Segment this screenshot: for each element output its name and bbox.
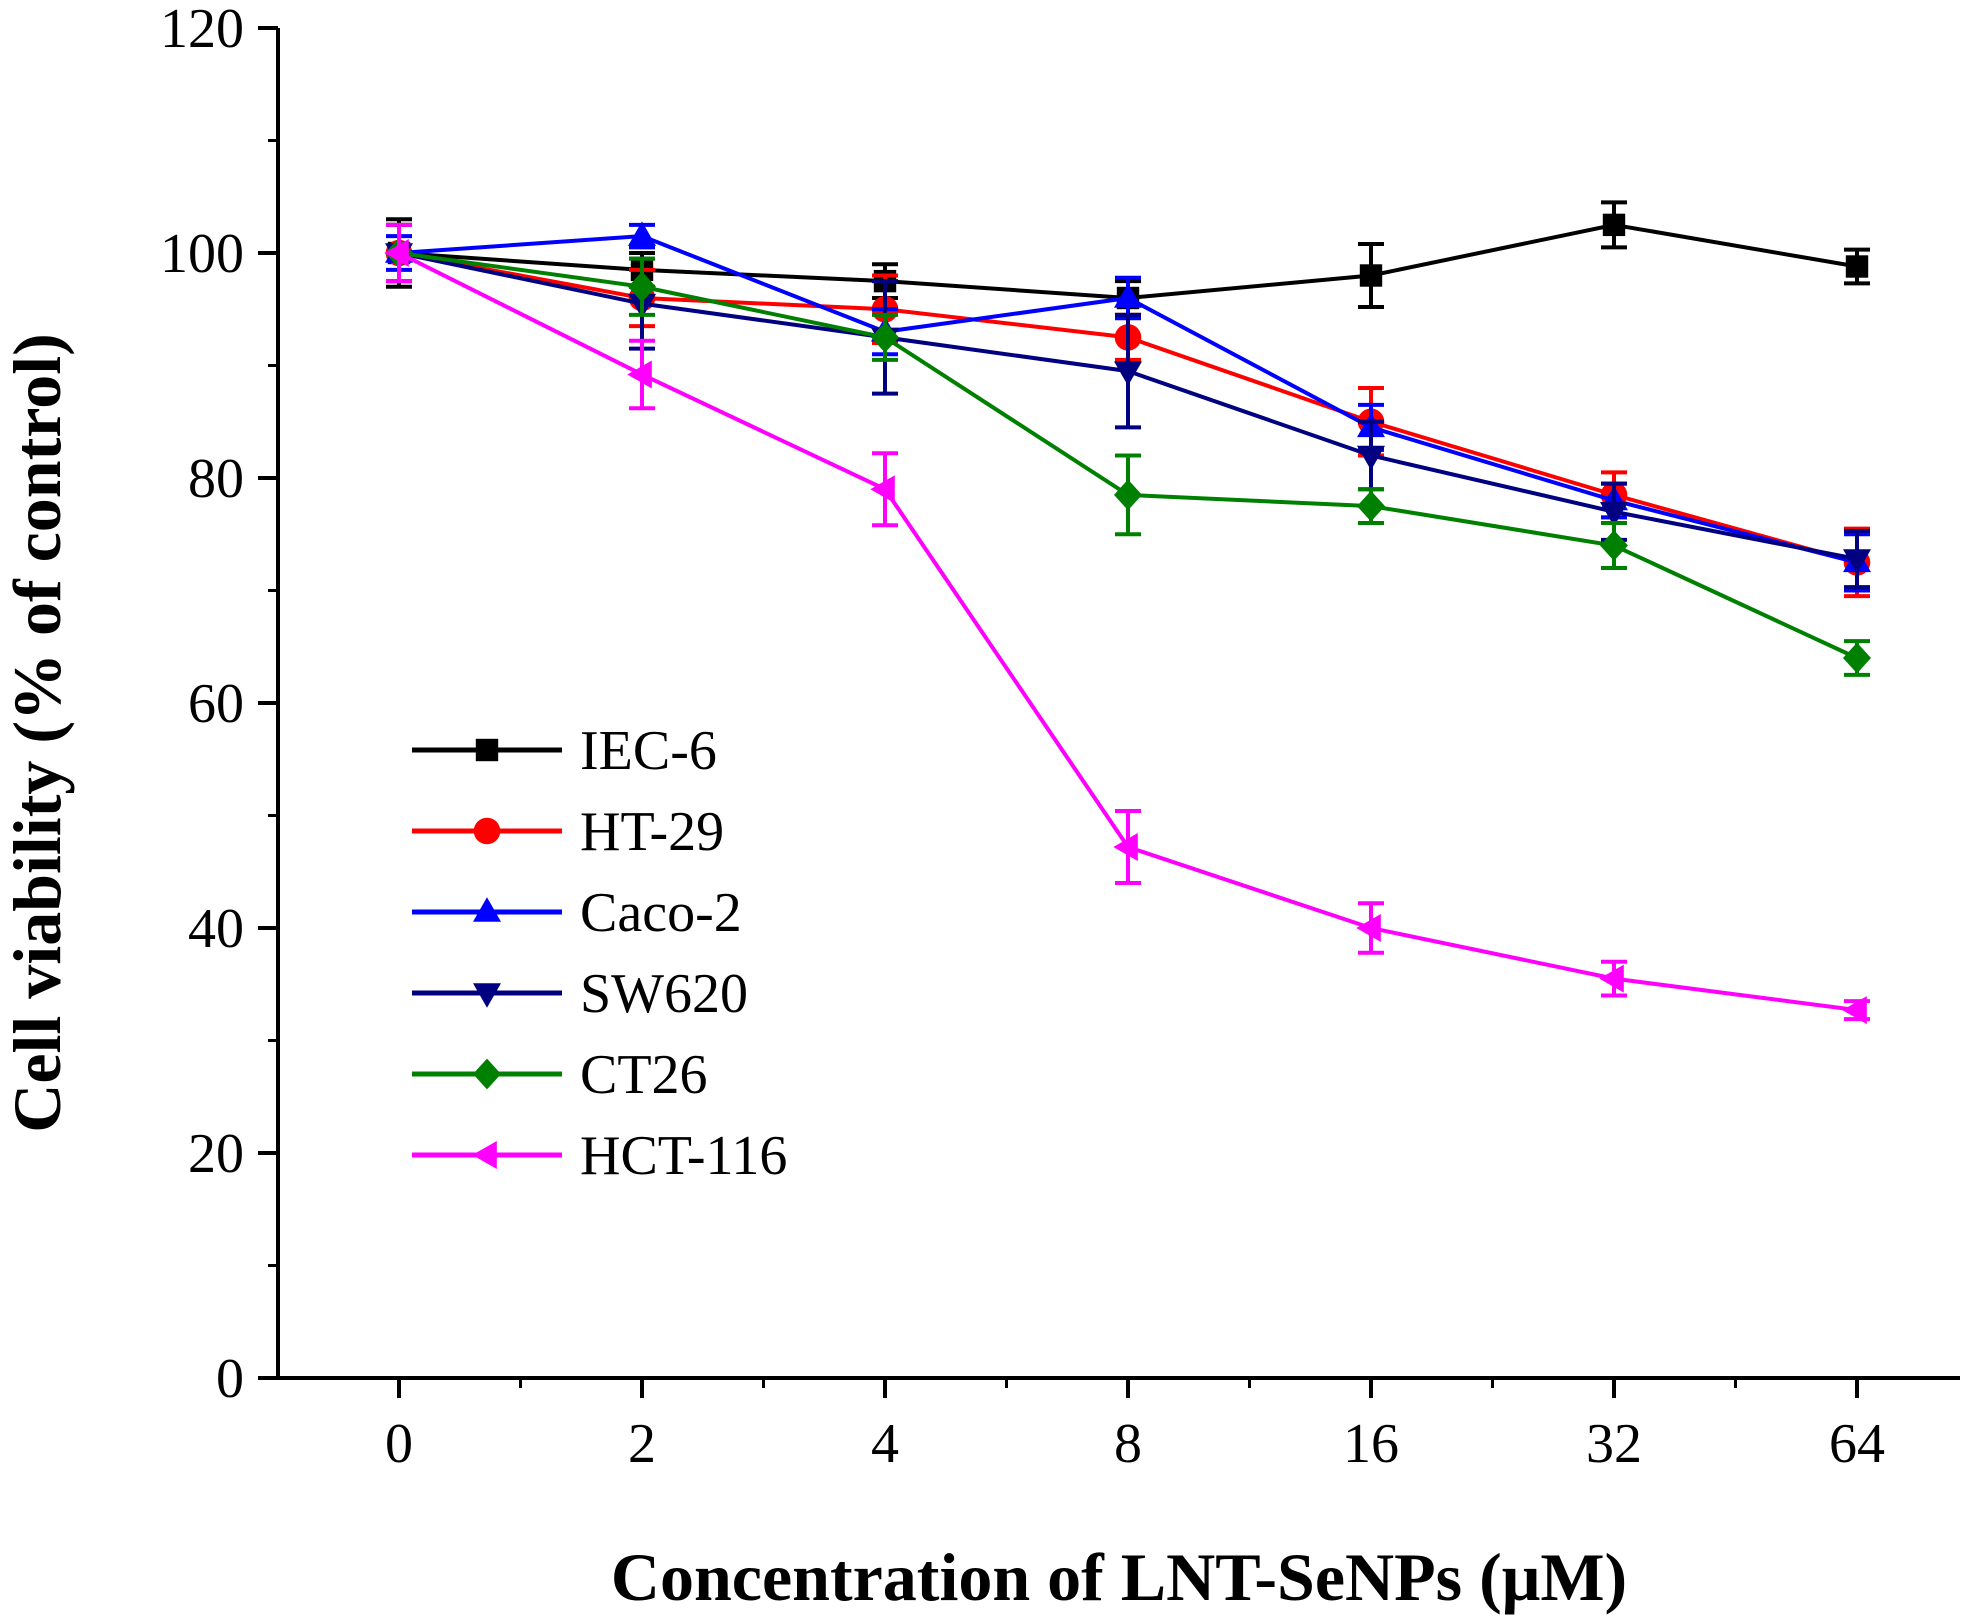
x-tick-label: 16 (1343, 1413, 1399, 1475)
data-point-ct26 (871, 321, 899, 353)
data-point-ct26 (1843, 642, 1871, 674)
data-point-hct-116 (870, 475, 895, 504)
data-point-hct-116 (384, 239, 409, 267)
x-tick-label: 0 (385, 1413, 413, 1475)
y-ticks: 0 20 40 60 80 100 120 (160, 0, 278, 1410)
data-point-caco-2 (1114, 283, 1142, 308)
data-point-sw620 (1600, 501, 1628, 527)
legend-label-iec-6: IEC-6 (580, 720, 717, 782)
x-tick-label: 2 (628, 1413, 656, 1475)
legend-marker-ct26 (473, 1058, 501, 1090)
legend-marker-ht-29 (473, 817, 501, 845)
y-tick-label: 100 (160, 223, 244, 285)
series-hct-116 (384, 222, 1870, 1025)
data-point-caco-2 (628, 221, 656, 246)
legend-item-ht-29: HT-29 (412, 801, 724, 863)
legend-item-caco-2: Caco-2 (412, 882, 742, 944)
data-point-hct-116 (1356, 914, 1381, 942)
legend-item-sw620: SW620 (412, 963, 748, 1025)
data-point-sw620 (1843, 549, 1871, 574)
data-point-ct26 (1600, 530, 1628, 561)
data-point-hct-116 (1113, 833, 1138, 861)
x-tick-label: 32 (1586, 1413, 1642, 1475)
legend-item-ct26: CT26 (412, 1044, 708, 1106)
series-ct26 (385, 222, 1871, 677)
legend-marker-sw620 (473, 983, 501, 1008)
legend-marker-hct-116 (472, 1141, 497, 1169)
data-point-ct26 (1357, 490, 1385, 522)
legend-label-hct-116: HCT-116 (580, 1125, 787, 1187)
legend-marker-caco-2 (473, 897, 501, 922)
data-point-iec-6 (1359, 264, 1383, 287)
x-tick-label: 64 (1829, 1413, 1885, 1475)
data-point-hct-116 (1842, 996, 1867, 1025)
data-point-hct-116 (627, 360, 652, 389)
legend-marker-iec-6 (475, 738, 499, 762)
data-point-ct26 (1114, 479, 1142, 511)
y-tick-label: 80 (188, 448, 244, 510)
y-tick-label: 0 (216, 1348, 244, 1410)
legend: IEC-6 HT-29 Caco-2 SW620 CT26 HCT-116 (412, 720, 787, 1187)
y-axis-title: Cell viability (% of control) (0, 333, 75, 1133)
x-tick-label: 8 (1114, 1413, 1142, 1475)
x-axis-title: Concentration of LNT-SeNPs (μM) (611, 1539, 1627, 1615)
series-group (384, 200, 1871, 1025)
legend-item-iec-6: IEC-6 (412, 720, 717, 782)
legend-label-ct26: CT26 (580, 1044, 708, 1106)
x-tick-label: 4 (871, 1413, 899, 1475)
y-tick-label: 20 (188, 1123, 244, 1185)
y-tick-label: 60 (188, 673, 244, 735)
data-point-iec-6 (1845, 255, 1869, 278)
legend-label-caco-2: Caco-2 (580, 882, 742, 944)
legend-label-sw620: SW620 (580, 963, 748, 1025)
y-tick-label: 40 (188, 898, 244, 960)
axes (276, 28, 1960, 1380)
legend-item-hct-116: HCT-116 (412, 1125, 787, 1187)
legend-label-ht-29: HT-29 (580, 801, 724, 863)
data-point-hct-116 (1599, 964, 1624, 993)
data-point-sw620 (1357, 445, 1385, 471)
data-point-sw620 (1114, 361, 1142, 386)
x-ticks: 0 2 4 8 16 32 64 (385, 1378, 1885, 1475)
data-point-ct26 (628, 271, 656, 303)
y-tick-label: 120 (160, 0, 244, 60)
data-point-iec-6 (1602, 213, 1626, 237)
